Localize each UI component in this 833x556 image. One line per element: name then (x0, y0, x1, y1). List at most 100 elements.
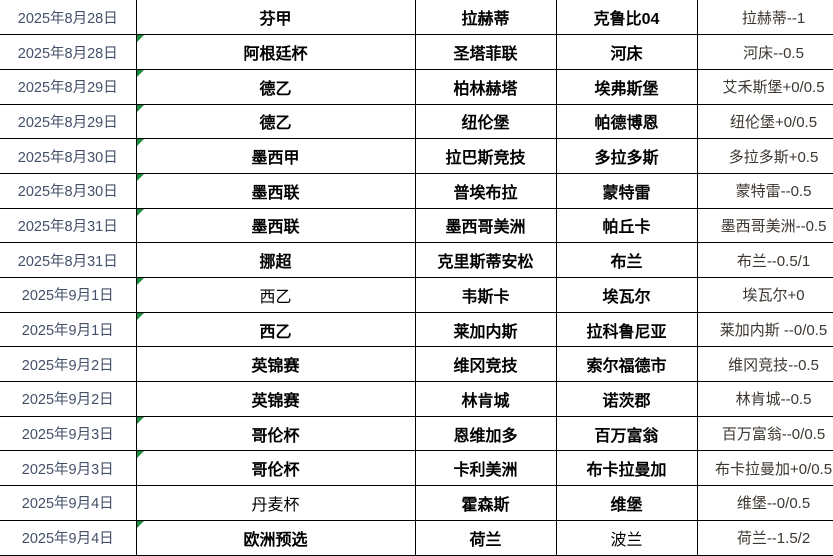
cell-league[interactable]: 英锦赛 (135, 346, 416, 383)
cell-away-team[interactable]: 埃弗斯堡 (555, 68, 698, 105)
cell-league[interactable]: 西乙 (135, 311, 416, 348)
cell-league[interactable]: 墨西甲 (135, 138, 416, 174)
cell-home-team[interactable]: 墨西哥美洲 (414, 207, 557, 244)
cell-date[interactable]: 2025年8月31日 (0, 242, 137, 278)
cell-league[interactable]: 德乙 (135, 103, 416, 140)
cell-away-team[interactable]: 布卡拉曼加 (555, 450, 698, 487)
cell-home-team[interactable]: 卡利美洲 (414, 450, 557, 487)
cell-away-team[interactable]: 克鲁比04 (555, 0, 698, 36)
cell-home-team[interactable]: 恩维加多 (414, 415, 557, 452)
cell-date[interactable]: 2025年8月29日 (0, 68, 137, 105)
cell-league[interactable]: 墨西联 (135, 172, 416, 209)
cell-league[interactable]: 丹麦杯 (135, 485, 416, 521)
cell-away-team[interactable]: 诺茨郡 (555, 381, 698, 417)
cell-home-team[interactable]: 圣塔菲联 (414, 34, 557, 70)
cell-handicap[interactable]: 河床--0.5 (696, 34, 833, 70)
cell-away-team[interactable]: 波兰 (555, 519, 698, 556)
cell-handicap[interactable]: 百万富翁--0/0.5 (696, 415, 833, 452)
cell-handicap[interactable]: 纽伦堡+0/0.5 (696, 103, 833, 140)
cell-away-team[interactable]: 多拉多斯 (555, 138, 698, 174)
cell-home-team[interactable]: 拉巴斯竞技 (414, 138, 557, 174)
cell-home-team[interactable]: 纽伦堡 (414, 103, 557, 140)
cell-away-team[interactable]: 帕德博恩 (555, 103, 698, 140)
cell-home-team[interactable]: 普埃布拉 (414, 172, 557, 209)
cell-handicap[interactable]: 埃瓦尔+0 (696, 277, 833, 313)
cell-league[interactable]: 阿根廷杯 (135, 34, 416, 70)
cell-handicap[interactable]: 维冈竞技--0.5 (696, 346, 833, 383)
cell-away-team[interactable]: 蒙特雷 (555, 172, 698, 209)
cell-home-team[interactable]: 林肯城 (414, 381, 557, 417)
cell-handicap[interactable]: 林肯城--0.5 (696, 381, 833, 417)
cell-away-team[interactable]: 埃瓦尔 (555, 277, 698, 313)
cell-league[interactable]: 哥伦杯 (135, 450, 416, 487)
error-triangle-icon (137, 313, 144, 320)
cell-home-team[interactable]: 韦斯卡 (414, 277, 557, 313)
cell-date[interactable]: 2025年9月4日 (0, 485, 137, 521)
cell-date[interactable]: 2025年9月3日 (0, 415, 137, 452)
cell-league[interactable]: 哥伦杯 (135, 415, 416, 452)
cell-date[interactable]: 2025年9月3日 (0, 450, 137, 487)
cell-away-team[interactable]: 百万富翁 (555, 415, 698, 452)
cell-league[interactable]: 芬甲 (135, 0, 416, 36)
cell-away-team[interactable]: 帕丘卡 (555, 207, 698, 244)
cell-handicap[interactable]: 拉赫蒂--1 (696, 0, 833, 36)
cell-date[interactable]: 2025年8月30日 (0, 172, 137, 209)
cell-home-team[interactable]: 霍森斯 (414, 485, 557, 521)
cell-league[interactable]: 挪超 (135, 242, 416, 278)
cell-date[interactable]: 2025年8月28日 (0, 0, 137, 36)
cell-away-team[interactable]: 布兰 (555, 242, 698, 278)
cell-league[interactable]: 墨西联 (135, 207, 416, 244)
cell-date[interactable]: 2025年9月1日 (0, 277, 137, 313)
cell-handicap[interactable]: 维堡--0/0.5 (696, 485, 833, 521)
cell-date[interactable]: 2025年8月30日 (0, 138, 137, 174)
cell-date[interactable]: 2025年8月31日 (0, 207, 137, 244)
cell-home-team[interactable]: 维冈竞技 (414, 346, 557, 383)
cell-away-team[interactable]: 索尔福德市 (555, 346, 698, 383)
cell-handicap[interactable]: 多拉多斯+0.5 (696, 138, 833, 174)
cell-handicap[interactable]: 莱加内斯 --0/0.5 (696, 311, 833, 348)
cell-handicap[interactable]: 艾禾斯堡+0/0.5 (696, 68, 833, 105)
cell-league[interactable]: 德乙 (135, 68, 416, 105)
cell-away-team[interactable]: 维堡 (555, 485, 698, 521)
cell-away-team[interactable]: 拉科鲁尼亚 (555, 311, 698, 348)
cell-date[interactable]: 2025年9月4日 (0, 519, 137, 556)
cell-date[interactable]: 2025年9月1日 (0, 311, 137, 348)
cell-handicap[interactable]: 墨西哥美洲--0.5 (696, 207, 833, 244)
cell-home-team[interactable]: 拉赫蒂 (414, 0, 557, 36)
cell-home-team[interactable]: 荷兰 (414, 519, 557, 556)
cell-handicap[interactable]: 荷兰--1.5/2 (696, 519, 833, 556)
cell-date[interactable]: 2025年8月29日 (0, 103, 137, 140)
cell-league[interactable]: 西乙 (135, 277, 416, 313)
cell-league[interactable]: 英锦赛 (135, 381, 416, 417)
cell-handicap[interactable]: 布卡拉曼加+0/0.5 (696, 450, 833, 487)
cell-handicap[interactable]: 布兰--0.5/1 (696, 242, 833, 278)
cell-handicap[interactable]: 蒙特雷--0.5 (696, 172, 833, 209)
cell-date[interactable]: 2025年9月2日 (0, 381, 137, 417)
cell-date[interactable]: 2025年9月2日 (0, 346, 137, 383)
cell-league[interactable]: 欧洲预选 (135, 519, 416, 556)
cell-home-team[interactable]: 克里斯蒂安松 (414, 242, 557, 278)
cell-home-team[interactable]: 柏林赫塔 (414, 68, 557, 105)
cell-away-team[interactable]: 河床 (555, 34, 698, 70)
cell-home-team[interactable]: 莱加内斯 (414, 311, 557, 348)
cell-date[interactable]: 2025年8月28日 (0, 34, 137, 70)
